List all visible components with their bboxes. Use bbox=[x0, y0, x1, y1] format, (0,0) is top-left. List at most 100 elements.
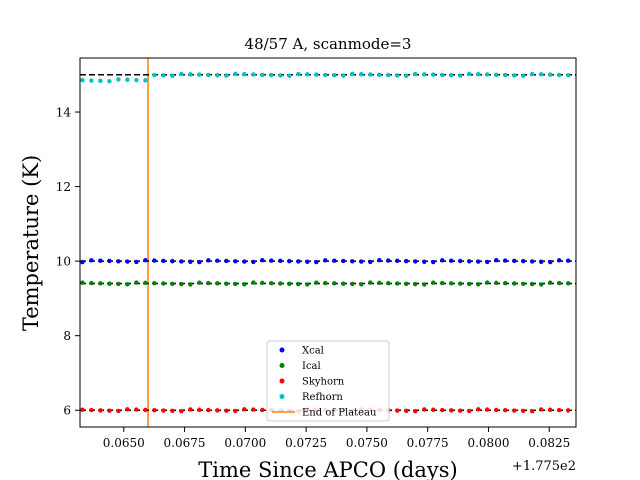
data-point-ical bbox=[125, 282, 130, 287]
data-point-refhorn bbox=[269, 72, 274, 78]
data-point-skyhorn bbox=[458, 408, 463, 413]
data-point-xcal bbox=[476, 259, 481, 264]
data-point-skyhorn bbox=[521, 408, 526, 414]
data-point-skyhorn bbox=[143, 407, 148, 413]
data-point-xcal bbox=[377, 258, 382, 263]
data-point-refhorn bbox=[359, 71, 364, 77]
data-point-skyhorn bbox=[422, 407, 427, 412]
data-point-ical bbox=[161, 281, 166, 286]
x-tick-label: 0.0650 bbox=[103, 436, 145, 450]
data-point-ical bbox=[476, 282, 481, 287]
data-point-refhorn bbox=[431, 72, 436, 77]
data-point-xcal bbox=[233, 259, 238, 264]
data-point-xcal bbox=[197, 259, 202, 265]
data-point-skyhorn bbox=[161, 408, 166, 413]
data-point-skyhorn bbox=[404, 408, 409, 414]
data-point-refhorn bbox=[152, 72, 157, 78]
data-point-skyhorn bbox=[485, 407, 490, 412]
data-point-refhorn bbox=[395, 73, 400, 78]
data-point-skyhorn bbox=[566, 408, 571, 413]
data-point-ical bbox=[98, 281, 103, 286]
data-point-xcal bbox=[206, 258, 211, 263]
data-point-xcal bbox=[566, 258, 571, 263]
data-point-ical bbox=[233, 281, 238, 287]
data-point-refhorn bbox=[467, 71, 472, 77]
data-point-refhorn bbox=[161, 73, 166, 78]
data-point-refhorn bbox=[89, 78, 94, 83]
data-point-ical bbox=[566, 281, 571, 286]
data-point-refhorn bbox=[485, 72, 490, 77]
data-point-skyhorn bbox=[224, 408, 229, 413]
data-point-ical bbox=[197, 280, 202, 285]
data-point-refhorn bbox=[350, 71, 355, 77]
data-point-ical bbox=[215, 281, 220, 286]
data-point-refhorn bbox=[296, 71, 301, 77]
data-point-xcal bbox=[287, 258, 292, 264]
data-point-skyhorn bbox=[260, 407, 265, 413]
y-axis-label: Temperature (K) bbox=[19, 155, 43, 331]
x-tick-label: 0.0675 bbox=[164, 436, 206, 450]
data-point-refhorn bbox=[251, 72, 256, 77]
legend-label-skyhorn: Skyhorn bbox=[302, 377, 345, 388]
data-point-ical bbox=[332, 281, 337, 286]
data-point-ical bbox=[530, 281, 535, 287]
data-point-ical bbox=[377, 280, 382, 286]
data-point-refhorn bbox=[332, 73, 337, 78]
y-tick-label: 14 bbox=[56, 106, 72, 120]
y-tick-label: 6 bbox=[63, 404, 71, 418]
data-point-refhorn bbox=[305, 72, 310, 77]
data-point-refhorn bbox=[242, 71, 247, 77]
data-point-xcal bbox=[269, 258, 274, 263]
data-point-xcal bbox=[350, 259, 355, 264]
data-point-skyhorn bbox=[116, 408, 121, 414]
data-point-xcal bbox=[251, 259, 256, 265]
data-point-ical bbox=[521, 281, 526, 287]
data-point-ical bbox=[404, 281, 409, 287]
data-point-xcal bbox=[494, 258, 499, 263]
legend-marker-xcal bbox=[279, 347, 285, 353]
data-point-ical bbox=[89, 280, 94, 286]
data-point-skyhorn bbox=[89, 407, 94, 413]
data-point-ical bbox=[359, 282, 364, 287]
data-point-xcal bbox=[521, 258, 526, 264]
data-point-xcal bbox=[152, 258, 157, 263]
data-point-xcal bbox=[143, 258, 148, 263]
data-point-xcal bbox=[557, 258, 562, 263]
data-point-ical bbox=[341, 281, 346, 286]
legend-box bbox=[266, 340, 390, 422]
data-point-refhorn bbox=[539, 72, 544, 77]
data-point-xcal bbox=[512, 258, 517, 264]
data-point-ical bbox=[485, 280, 490, 285]
data-point-ical bbox=[458, 281, 463, 286]
data-point-ical bbox=[296, 281, 301, 287]
plot-area bbox=[79, 57, 577, 428]
data-point-xcal bbox=[125, 259, 130, 264]
data-point-xcal bbox=[98, 258, 103, 263]
data-point-xcal bbox=[224, 258, 229, 264]
data-point-xcal bbox=[188, 259, 193, 264]
data-point-ical bbox=[251, 280, 256, 285]
x-tick-label: 0.0800 bbox=[467, 436, 509, 450]
data-point-ical bbox=[395, 281, 400, 286]
data-point-refhorn bbox=[422, 72, 427, 77]
legend-marker-refhorn bbox=[279, 394, 285, 399]
data-point-skyhorn bbox=[134, 407, 139, 412]
data-point-refhorn bbox=[404, 73, 409, 78]
data-point-xcal bbox=[260, 258, 265, 263]
data-point-skyhorn bbox=[557, 407, 562, 413]
data-point-ical bbox=[188, 282, 193, 287]
data-point-ical bbox=[539, 282, 544, 287]
data-point-xcal bbox=[413, 259, 418, 264]
data-point-xcal bbox=[116, 259, 121, 264]
data-point-ical bbox=[368, 280, 373, 285]
data-point-refhorn bbox=[503, 72, 508, 78]
data-point-ical bbox=[503, 280, 508, 286]
data-point-refhorn bbox=[170, 73, 175, 78]
data-point-refhorn bbox=[125, 77, 130, 82]
data-point-ical bbox=[278, 281, 283, 286]
data-point-xcal bbox=[548, 259, 553, 265]
data-point-xcal bbox=[134, 259, 139, 265]
legend-marker-skyhorn bbox=[279, 378, 285, 384]
data-point-xcal bbox=[386, 258, 391, 263]
x-tick-label: 0.0825 bbox=[528, 436, 570, 450]
